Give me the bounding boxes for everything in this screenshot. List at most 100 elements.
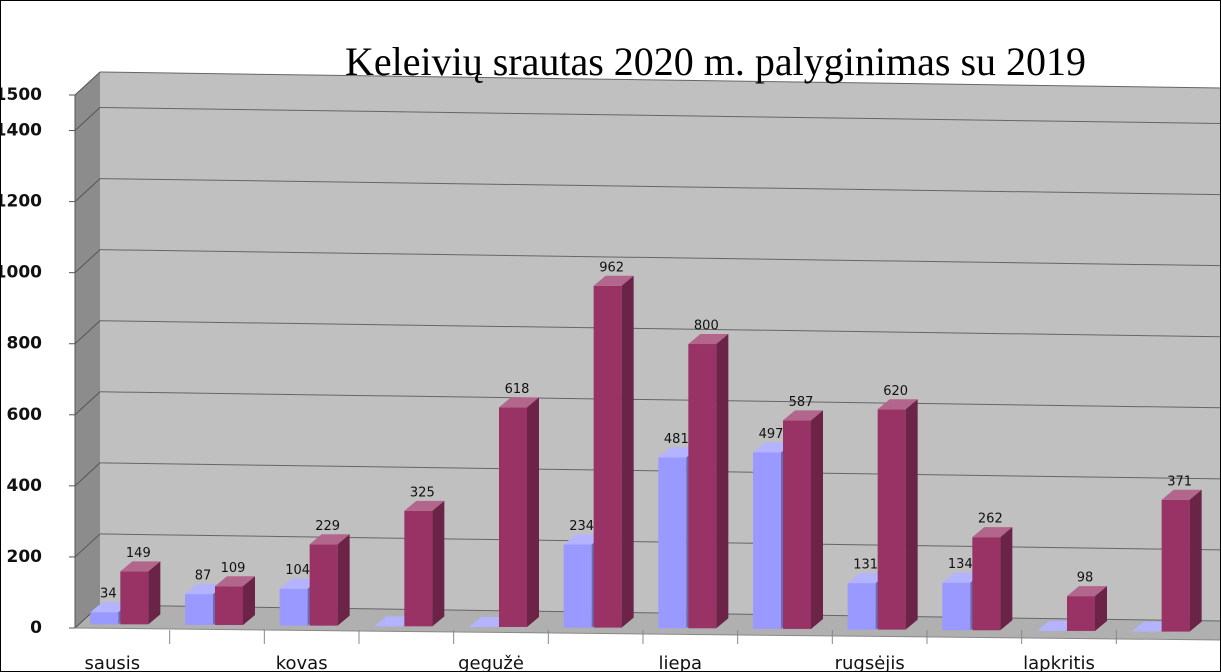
bar-top xyxy=(877,399,918,410)
bar-front xyxy=(658,457,687,629)
bar-front xyxy=(309,544,338,626)
bar xyxy=(783,410,823,629)
data-label: 481 xyxy=(664,432,689,447)
bar-top xyxy=(404,500,445,511)
data-label: 325 xyxy=(410,485,435,500)
bar-front xyxy=(563,544,592,628)
bar-side xyxy=(1189,489,1202,632)
data-label: 618 xyxy=(505,382,530,397)
bar-side xyxy=(811,410,823,629)
bar-side xyxy=(621,275,634,628)
bar-top xyxy=(783,410,823,421)
bar-top xyxy=(215,576,255,587)
data-label: 109 xyxy=(221,561,246,576)
bar-top xyxy=(1067,586,1107,597)
grid-line xyxy=(99,249,1221,267)
bar-side xyxy=(432,500,445,627)
grid-line xyxy=(99,71,1221,89)
bar-side xyxy=(1095,586,1107,631)
bar-front xyxy=(404,510,433,627)
y-tick-label: 1400 xyxy=(0,121,42,141)
grid-line xyxy=(74,320,101,345)
data-label: 262 xyxy=(978,512,1003,527)
data-label: 98 xyxy=(1077,571,1094,586)
data-label: 229 xyxy=(315,519,340,534)
bar-top xyxy=(309,534,350,545)
grid-line xyxy=(74,71,101,96)
bar-top xyxy=(1161,489,1202,500)
grid-line xyxy=(99,320,1221,338)
x-tick-label: gegužė xyxy=(458,653,524,672)
bar xyxy=(972,527,1013,631)
data-label: 34 xyxy=(100,587,117,602)
data-label: 620 xyxy=(883,384,908,399)
bar-side xyxy=(148,561,161,625)
bar-front xyxy=(847,583,876,630)
data-label: 587 xyxy=(789,395,814,410)
data-label: 962 xyxy=(599,260,624,275)
bar-front xyxy=(877,409,906,630)
y-tick-label: 200 xyxy=(7,547,43,567)
grid-line xyxy=(74,391,101,416)
y-tick-label: 400 xyxy=(7,476,43,496)
data-label: 104 xyxy=(285,563,310,578)
bar xyxy=(1161,489,1202,632)
floor xyxy=(75,605,1221,640)
bar-front xyxy=(972,537,1001,631)
bar xyxy=(309,534,350,626)
data-label: 371 xyxy=(1167,474,1192,489)
x-tick-label: kovas xyxy=(276,653,328,672)
y-tick-label: 600 xyxy=(7,405,43,425)
grid-line xyxy=(74,107,101,131)
data-label: 234 xyxy=(569,519,594,534)
bar-top xyxy=(499,397,539,408)
bar-front xyxy=(753,452,781,629)
x-axis xyxy=(74,627,1221,641)
bar-front xyxy=(1067,596,1095,631)
y-tick-label: 0 xyxy=(30,618,42,638)
bar-front xyxy=(942,582,971,631)
bar xyxy=(1067,586,1107,631)
y-tick-label: 1200 xyxy=(0,192,42,212)
bar xyxy=(688,334,729,629)
bar-front xyxy=(279,588,308,626)
bar-top xyxy=(593,275,634,286)
bar-top xyxy=(120,561,161,572)
bar xyxy=(877,399,918,630)
grid-line xyxy=(99,391,1221,409)
x-tick-label: lapkritis xyxy=(1023,653,1095,672)
y-tick-label: 1000 xyxy=(0,263,42,283)
bar-front xyxy=(783,420,811,629)
x-tick-label: rugsėjis xyxy=(835,653,905,672)
plot-area: 0 200 400 600 800 1000 1200 1400 1500 sausis 34 149… xyxy=(0,39,1221,672)
bar-side xyxy=(716,334,729,629)
bar-side xyxy=(905,399,918,630)
grid-line xyxy=(74,249,101,274)
back-wall xyxy=(100,72,1221,621)
bar-top xyxy=(688,334,729,345)
grid-line xyxy=(74,533,101,558)
bar xyxy=(120,561,161,625)
x-tick-label: liepa xyxy=(659,653,703,672)
data-label: 134 xyxy=(948,557,973,572)
bar-top xyxy=(972,527,1013,538)
grid-line xyxy=(74,462,101,487)
bar-front xyxy=(1161,499,1190,632)
bar-front xyxy=(215,586,243,625)
bar-top xyxy=(90,602,131,613)
bar-front xyxy=(688,344,717,629)
bar xyxy=(499,397,539,627)
bar-side xyxy=(337,534,350,626)
side-wall xyxy=(75,72,100,628)
data-label: 149 xyxy=(126,546,151,561)
y-tick-label: 1500 xyxy=(0,85,42,105)
bar-front xyxy=(90,612,119,625)
grid-line xyxy=(99,107,1221,125)
bar-side xyxy=(243,576,255,625)
bar-front xyxy=(120,571,149,625)
y-tick-label: 800 xyxy=(7,334,43,354)
bar-front xyxy=(499,407,527,627)
data-label: 497 xyxy=(759,427,784,442)
bar xyxy=(593,275,634,628)
